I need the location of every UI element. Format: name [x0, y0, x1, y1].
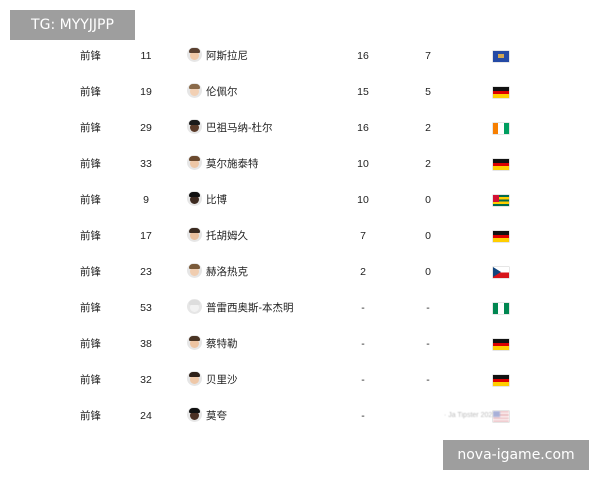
watermark-bottom: nova-igame.com: [443, 440, 589, 470]
appearances: 16: [357, 122, 369, 134]
player-avatar-icon: [187, 227, 202, 242]
player-row: 前锋 53 普雷西奥斯-本杰明 - -: [0, 290, 600, 326]
germany-flag: [493, 339, 509, 350]
shirt-number: 9: [143, 194, 149, 206]
goals: [423, 398, 433, 434]
goals: 5: [425, 86, 431, 98]
germany-flag: [493, 159, 509, 170]
goals: 0: [425, 266, 431, 278]
player-avatar-icon: [187, 155, 202, 170]
player-name[interactable]: 普雷西奥斯-本杰明: [206, 302, 294, 314]
player-avatar-icon: [187, 407, 202, 422]
player-row: 前锋 33 莫尔施泰特 10 2: [0, 146, 600, 182]
player-row: 前锋 38 蔡特勒 - -: [0, 326, 600, 362]
position-label: 前锋: [80, 302, 101, 314]
player-row: 前锋 11 阿斯拉尼 16 7: [0, 38, 600, 74]
player-avatar-icon: [187, 263, 202, 278]
germany-flag: [493, 87, 509, 98]
position-label: 前锋: [80, 338, 101, 350]
shirt-number: 33: [140, 158, 152, 170]
player-name[interactable]: 赫洛热克: [206, 266, 248, 278]
togo-flag: [493, 195, 509, 206]
appearances: 10: [357, 158, 369, 170]
czech-flag: [493, 267, 509, 278]
player-avatar-icon: [187, 335, 202, 350]
player-row: 前锋 9 比博 10 0: [0, 182, 600, 218]
player-avatar-icon: [187, 299, 202, 314]
appearances: -: [361, 374, 365, 386]
position-label: 前锋: [80, 194, 101, 206]
squad-table: 前锋 11 阿斯拉尼 16 7 前锋 19 伦佩尔 15 5 前锋 29 巴祖马纳-杜尔 16 2 前锋 33 莫…: [0, 38, 600, 434]
nigeria-flag: [493, 303, 509, 314]
shirt-number: 11: [140, 50, 152, 62]
player-name[interactable]: 蔡特勒: [206, 338, 238, 350]
position-label: 前锋: [80, 158, 101, 170]
player-name[interactable]: 巴祖马纳-杜尔: [206, 122, 273, 134]
shirt-number: 19: [140, 86, 152, 98]
shirt-number: 29: [140, 122, 152, 134]
position-label: 前锋: [80, 266, 101, 278]
ivory-coast-flag: [493, 123, 509, 134]
shirt-number: 17: [140, 230, 152, 242]
appearances: -: [361, 410, 365, 422]
player-name[interactable]: 伦佩尔: [206, 86, 238, 98]
appearances: 16: [357, 50, 369, 62]
player-avatar-icon: [187, 83, 202, 98]
appearances: 2: [360, 266, 366, 278]
shirt-number: 23: [140, 266, 152, 278]
player-row: 前锋 29 巴祖马纳-杜尔 16 2: [0, 110, 600, 146]
watermark-top: TG: MYYJJPP: [10, 10, 135, 40]
position-label: 前锋: [80, 410, 101, 422]
goals: 0: [425, 194, 431, 206]
goals: -: [426, 338, 430, 350]
goals: -: [426, 374, 430, 386]
appearances: 7: [360, 230, 366, 242]
usa-flag: [493, 411, 509, 422]
player-avatar-icon: [187, 47, 202, 62]
player-name[interactable]: 贝里沙: [206, 374, 238, 386]
appearances: 10: [357, 194, 369, 206]
player-name[interactable]: 比博: [206, 194, 227, 206]
germany-flag: [493, 375, 509, 386]
shirt-number: 24: [140, 410, 152, 422]
goals: 7: [425, 50, 431, 62]
player-avatar-icon: [187, 371, 202, 386]
player-row: 前锋 32 贝里沙 - -: [0, 362, 600, 398]
position-label: 前锋: [80, 230, 101, 242]
appearances: 15: [357, 86, 369, 98]
shirt-number: 32: [140, 374, 152, 386]
source-caption: · Ja Tipster 2023·: [444, 412, 499, 419]
player-name[interactable]: 莫夸: [206, 410, 227, 422]
appearances: -: [361, 302, 365, 314]
player-avatar-icon: [187, 119, 202, 134]
player-row: 前锋 19 伦佩尔 15 5: [0, 74, 600, 110]
position-label: 前锋: [80, 122, 101, 134]
appearances: -: [361, 338, 365, 350]
goals: 2: [425, 122, 431, 134]
player-row: 前锋 23 赫洛热克 2 0: [0, 254, 600, 290]
goals: -: [426, 302, 430, 314]
player-name[interactable]: 莫尔施泰特: [206, 158, 259, 170]
player-row: 前锋 24 莫夸 - · Ja Tipster 2023·: [0, 398, 600, 434]
position-label: 前锋: [80, 86, 101, 98]
shirt-number: 38: [140, 338, 152, 350]
player-row: 前锋 17 托胡姆久 7 0: [0, 218, 600, 254]
goals: 2: [425, 158, 431, 170]
goals: 0: [425, 230, 431, 242]
shirt-number: 53: [140, 302, 152, 314]
germany-flag: [493, 231, 509, 242]
player-name[interactable]: 托胡姆久: [206, 230, 248, 242]
kosovo-flag: [493, 51, 509, 62]
player-name[interactable]: 阿斯拉尼: [206, 50, 248, 62]
position-label: 前锋: [80, 374, 101, 386]
position-label: 前锋: [80, 50, 101, 62]
player-avatar-icon: [187, 191, 202, 206]
